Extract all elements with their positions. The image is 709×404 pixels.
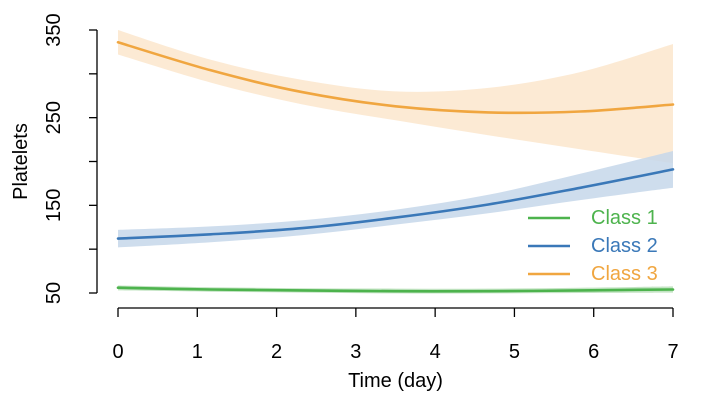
x-tick-label: 4 <box>430 341 441 363</box>
x-tick-label: 7 <box>667 341 678 363</box>
series-line-class-3 <box>116 41 675 115</box>
y-tick-label: 350 <box>43 13 65 46</box>
series-lines <box>116 41 675 293</box>
x-tick-label: 2 <box>271 341 282 363</box>
series-line-class-2 <box>116 168 675 240</box>
x-axis-title: Time (day) <box>348 370 443 392</box>
x-tick-label: 6 <box>588 341 599 363</box>
x-tick-label: 1 <box>192 341 203 363</box>
y-tick-label: 150 <box>43 189 65 222</box>
y-axis-title: Platelets <box>10 123 32 200</box>
series-line-class-1 <box>116 286 675 293</box>
legend-label: Class 3 <box>591 263 658 285</box>
y-tick-label: 50 <box>43 282 65 304</box>
legend: Class 1 Class 2 Class 3 <box>528 207 658 285</box>
y-tick-label: 250 <box>43 101 65 134</box>
legend-label: Class 1 <box>591 207 658 229</box>
axes: 50 150 250 350 0 1 2 3 4 5 6 7 <box>43 13 679 363</box>
confidence-band-class-2 <box>118 151 673 248</box>
confidence-band-class-3 <box>118 30 673 164</box>
x-tick-label: 5 <box>509 341 520 363</box>
confidence-bands <box>118 30 673 294</box>
x-tick-label: 3 <box>350 341 361 363</box>
x-tick-label: 0 <box>112 341 123 363</box>
legend-label: Class 2 <box>591 235 658 257</box>
